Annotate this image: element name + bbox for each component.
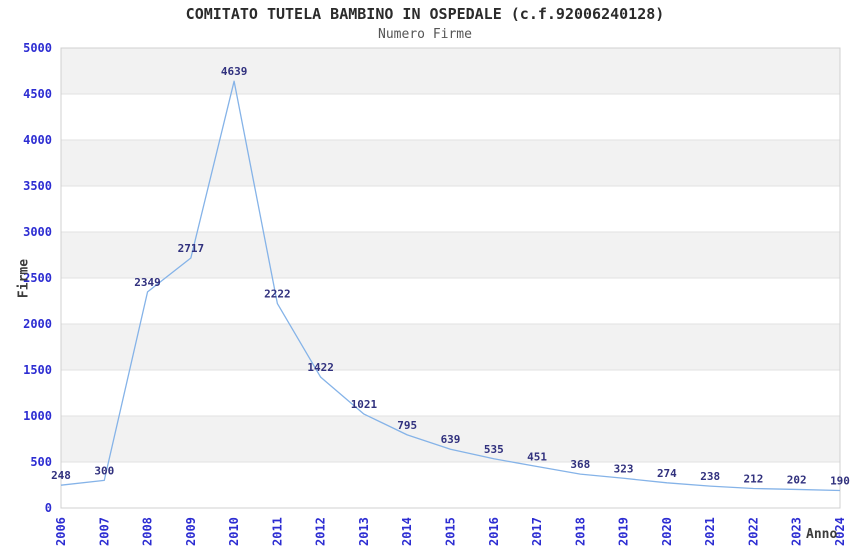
x-tick-label: 2022 (746, 517, 760, 546)
x-tick-label: 2015 (444, 517, 458, 546)
y-tick-label: 1000 (23, 409, 52, 423)
data-label: 1422 (307, 361, 334, 374)
x-tick-label: 2008 (141, 517, 155, 546)
grid-band (61, 324, 840, 370)
x-tick-label: 2020 (660, 517, 674, 546)
data-label: 238 (700, 470, 720, 483)
data-label: 190 (830, 475, 850, 488)
data-label: 212 (744, 472, 764, 485)
data-label: 1021 (351, 398, 378, 411)
x-tick-label: 2018 (573, 517, 587, 546)
y-tick-label: 4500 (23, 87, 52, 101)
x-tick-label: 2010 (227, 517, 241, 546)
data-label: 2717 (178, 242, 205, 255)
data-label: 639 (441, 433, 461, 446)
x-tick-label: 2016 (487, 517, 501, 546)
y-tick-label: 0 (45, 501, 52, 515)
data-label: 368 (570, 458, 590, 471)
data-label: 2222 (264, 288, 291, 301)
x-tick-label: 2021 (703, 517, 717, 546)
x-tick-label: 2024 (833, 517, 847, 546)
data-line (60, 80, 841, 492)
y-tick-label: 3000 (23, 225, 52, 239)
data-label: 323 (614, 462, 634, 475)
data-label: 4639 (221, 65, 248, 78)
x-tick-label: 2007 (97, 517, 111, 546)
x-tick-label: 2011 (270, 517, 284, 546)
plot-border (60, 47, 841, 509)
x-tick-label: 2017 (530, 517, 544, 546)
y-tick-label: 5000 (23, 41, 52, 55)
data-label: 202 (787, 473, 807, 486)
data-label: 795 (397, 419, 417, 432)
y-tick-label: 2000 (23, 317, 52, 331)
grid-band (61, 48, 840, 94)
y-tick-label: 2500 (23, 271, 52, 285)
x-tick-label: 2012 (314, 517, 328, 546)
data-label: 248 (51, 469, 71, 482)
chart-title: COMITATO TUTELA BAMBINO IN OSPEDALE (c.f… (185, 5, 665, 23)
y-axis-label: Firme (16, 258, 32, 299)
y-tick-label: 1500 (23, 363, 52, 377)
chart-subtitle: Numero Firme (378, 27, 472, 42)
grid-band (61, 140, 840, 186)
y-tick-label: 4000 (23, 133, 52, 147)
x-tick-label: 2014 (400, 517, 414, 546)
x-tick-label: 2013 (357, 517, 371, 546)
data-label: 300 (94, 464, 114, 477)
x-axis-label: Anno (806, 527, 838, 542)
grid-band (61, 232, 840, 278)
grid-band (61, 416, 840, 462)
data-label: 2349 (134, 276, 161, 289)
data-label: 451 (527, 451, 547, 464)
x-tick-label: 2023 (790, 517, 804, 546)
y-tick-label: 3500 (23, 179, 52, 193)
data-label: 274 (657, 467, 677, 480)
x-tick-label: 2009 (184, 517, 198, 546)
x-tick-label: 2006 (54, 517, 68, 546)
y-tick-label: 500 (30, 455, 52, 469)
x-tick-label: 2019 (617, 517, 631, 546)
data-label: 535 (484, 443, 504, 456)
